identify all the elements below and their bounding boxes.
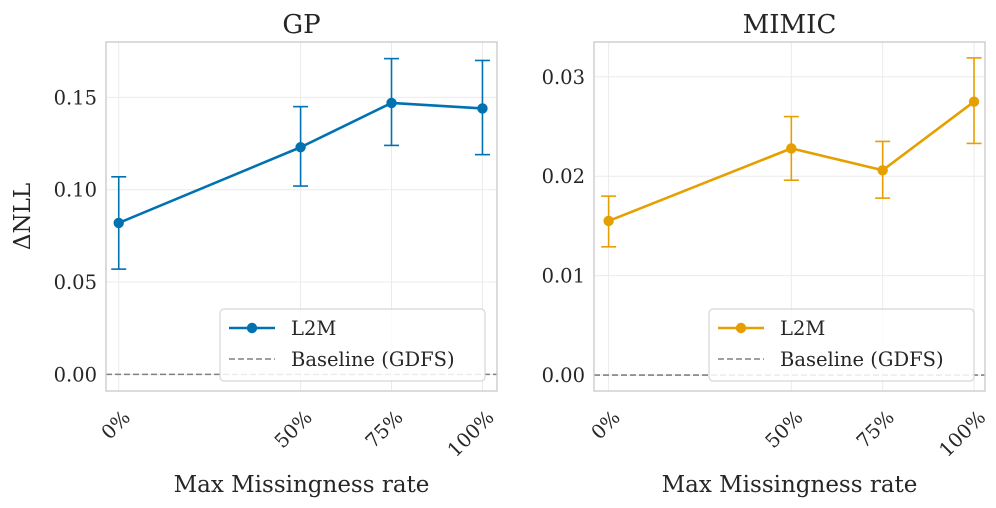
x-tick-label: 0% <box>587 406 625 444</box>
data-point <box>786 143 797 154</box>
y-axis-label: ΔNLL <box>10 183 36 250</box>
data-point <box>113 217 124 229</box>
y-tick-label: 0.03 <box>542 66 585 89</box>
x-axis-label: Max Missingness rate <box>662 472 918 498</box>
y-tick-label: 0.00 <box>54 363 97 386</box>
y-tick-label: 0.05 <box>54 271 97 294</box>
x-tick-label: 100% <box>443 406 499 462</box>
y-tick-label: 0.01 <box>542 265 585 288</box>
y-tick-label: 0.15 <box>54 86 97 109</box>
y-tick-label: 0.00 <box>542 364 585 387</box>
y-tick-label: 0.02 <box>542 165 585 188</box>
legend-box <box>708 308 975 382</box>
data-point <box>877 165 888 176</box>
chart-title: GP <box>282 10 320 40</box>
legend-swatch-marker <box>246 322 258 334</box>
chart-title: MIMIC <box>743 10 837 40</box>
plot-frame <box>105 41 498 392</box>
y-tick-label: 0.10 <box>54 179 97 202</box>
legend: L2M Baseline (GDFS) <box>708 308 975 382</box>
data-point <box>386 97 397 109</box>
legend-label-series: L2M <box>780 317 825 340</box>
x-tick-label: 75% <box>361 406 408 453</box>
data-point <box>968 96 980 107</box>
x-axis-label: Max Missingness rate <box>174 472 430 498</box>
data-point <box>603 215 614 227</box>
chart-panel-2: 0.00 0.01 0.02 0.03 0% 50% 75% 100% MIMIC Max Mis… <box>542 10 991 498</box>
legend-label-series: L2M <box>291 317 336 340</box>
legend: L2M Baseline (GDFS) <box>219 308 486 382</box>
legend-swatch-marker <box>735 322 747 334</box>
data-point <box>477 103 488 114</box>
x-tick-label: 75% <box>852 406 899 453</box>
legend-label-baseline: Baseline (GDFS) <box>780 348 944 371</box>
legend-label-baseline: Baseline (GDFS) <box>291 348 455 371</box>
x-tick-label: 50% <box>270 406 317 453</box>
chart-panel-1: 0.00 0.05 0.10 0.15 0% 50% 75% 100% GP Max Missin… <box>10 10 499 498</box>
plot-frame <box>593 41 986 392</box>
x-tick-label: 100% <box>935 406 991 462</box>
x-tick-label: 50% <box>761 406 808 453</box>
series-line <box>118 101 483 225</box>
series-line <box>608 100 975 223</box>
legend-box <box>219 308 486 382</box>
x-tick-label: 0% <box>97 406 135 444</box>
data-point <box>295 142 306 153</box>
